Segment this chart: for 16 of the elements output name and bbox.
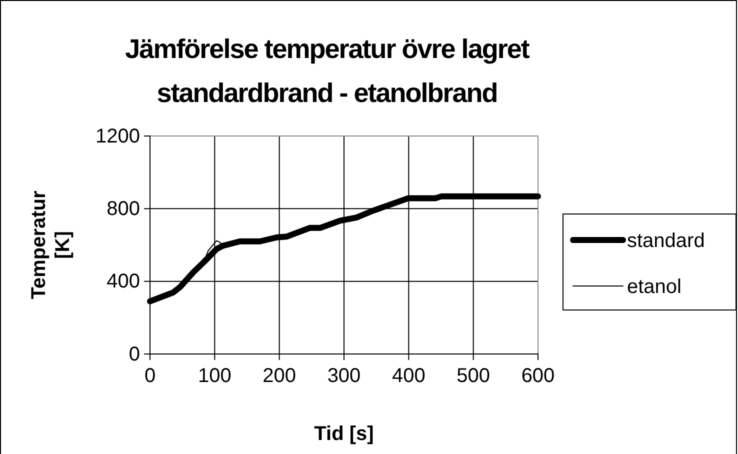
chart-title: Jämförelse temperatur övre lagret standardbrand - etanolbrand bbox=[125, 34, 530, 108]
x-tick-label: 300 bbox=[327, 365, 361, 388]
y-axis-title: Temperatur [K] bbox=[28, 190, 74, 300]
y-tick-label: 800 bbox=[106, 198, 140, 220]
x-tick-label: 400 bbox=[392, 365, 426, 388]
y-tick-label: 1200 bbox=[96, 125, 140, 148]
x-tick-label: 100 bbox=[198, 365, 232, 388]
x-axis-title: Tid [s] bbox=[314, 423, 374, 445]
x-tick-label: 500 bbox=[456, 365, 490, 388]
legend-label: standard bbox=[627, 230, 705, 252]
y-tick-label: 0 bbox=[128, 343, 140, 366]
x-tick-label: 0 bbox=[144, 365, 156, 388]
legend-label: etanol bbox=[627, 276, 682, 298]
y-tick-label: 400 bbox=[106, 270, 140, 293]
x-tick-label: 600 bbox=[521, 365, 555, 388]
x-tick-label: 200 bbox=[262, 365, 296, 388]
